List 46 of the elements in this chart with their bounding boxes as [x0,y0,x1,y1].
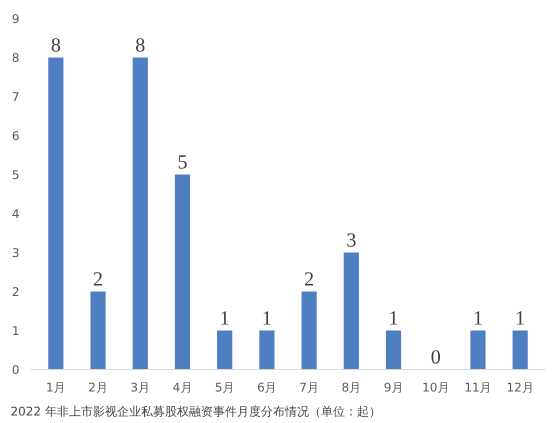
y-tick-label: 8 [12,51,20,65]
bar [217,330,232,370]
y-tick-label: 6 [12,129,20,143]
x-tick-label: 10月 [422,380,450,394]
data-label: 8 [135,34,146,56]
data-label: 2 [93,268,104,290]
text: 2022 年非上市影视企业私募股权融资事件月度分布情况（单位：起） [10,404,381,418]
bar [90,292,106,370]
bar [344,252,359,370]
y-tick-label: 3 [12,246,20,260]
x-tick-label: 3月 [130,380,150,394]
data-label: 1 [388,308,399,330]
bar [132,58,148,370]
x-tick-label: 8月 [342,380,362,394]
data-label: 0 [430,346,441,368]
bar [470,330,486,370]
bar [512,330,528,370]
data-label: 5 [177,152,188,174]
x-tick-label: 11月 [464,380,492,394]
x-tick-label: 6月 [257,380,277,394]
y-tick-label: 1 [12,324,20,338]
bar [48,58,64,370]
y-tick-label: 7 [12,90,20,104]
x-tick-label: 12月 [506,380,534,394]
data-label: 2 [304,268,314,290]
bar [386,330,402,370]
x-tick-label: 9月 [384,380,404,394]
y-tick-label: 9 [12,12,20,26]
bar [302,292,317,370]
data-label: 3 [346,230,356,252]
x-tick-label: 7月 [299,380,319,394]
data-label: 1 [220,308,230,330]
y-tick-label: 0 [12,363,20,377]
x-tick-label: 1月 [46,380,66,394]
y-tick-label: 2 [12,285,20,299]
y-tick-label: 4 [12,207,20,221]
y-tick-label: 5 [12,168,20,182]
data-label: 1 [515,308,526,330]
x-tick-label: 4月 [172,380,192,394]
data-label: 1 [262,308,272,330]
x-tick-label: 2月 [88,380,108,394]
bar [259,330,274,370]
data-label: 8 [50,34,61,56]
bar [174,174,190,370]
data-label: 1 [472,308,483,330]
x-tick-label: 5月 [214,380,235,394]
